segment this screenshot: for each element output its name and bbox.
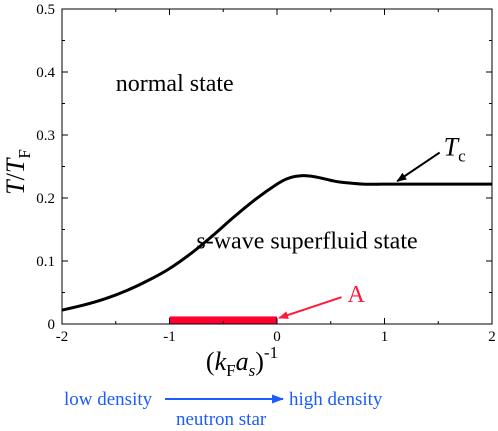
x-tick-label: 0 (273, 329, 281, 345)
region-a-arrow (278, 296, 342, 319)
x-tick-label: -1 (163, 329, 176, 345)
tc-label: Tc (444, 133, 466, 166)
y-tick-label: 0 (48, 317, 56, 333)
normal-state-label: normal state (116, 71, 234, 97)
region-a-label: A (348, 282, 366, 308)
neutron-star-label: neutron star (176, 409, 267, 430)
superfluid-state-label: s-wave superfluid state (196, 228, 417, 254)
x-tick-label: 1 (381, 329, 389, 345)
y-tick-label: 0.2 (36, 191, 55, 207)
y-axis-label: T/TF (1, 149, 34, 195)
y-tick-label: 0.3 (36, 128, 55, 144)
y-tick-label: 0.1 (36, 254, 55, 270)
plot-area: -2 -1 0 1 2 0 0.1 0.2 0.3 0.4 0.5 (36, 2, 496, 345)
y-tick-label: 0.4 (36, 65, 55, 81)
x-tick-label: 2 (488, 329, 496, 345)
x-tick-label: -2 (56, 329, 69, 345)
y-tick-label: 0.5 (36, 2, 55, 18)
tc-curve (61, 174, 492, 312)
plot-frame (61, 8, 493, 325)
tc-arrow (396, 151, 441, 182)
high-density-label: high density (289, 389, 383, 410)
region-a-bar (169, 316, 277, 324)
low-density-label: low density (64, 389, 153, 410)
density-axis: low density high density neutron star (64, 389, 383, 430)
x-axis-label: (kFas)-1 (206, 343, 278, 380)
